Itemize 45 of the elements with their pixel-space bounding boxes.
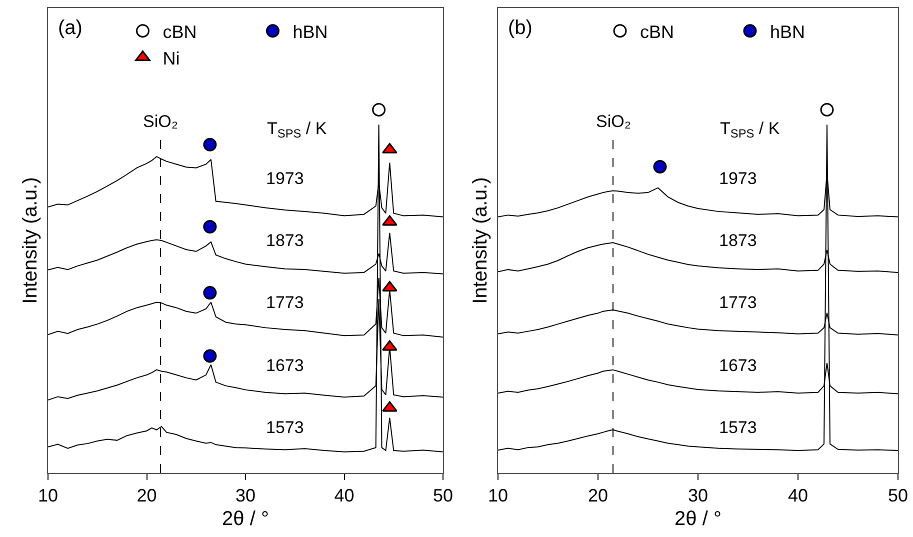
x-tick-label: 40 xyxy=(334,486,354,506)
x-tick-label: 10 xyxy=(488,486,508,506)
annotation: 1973 xyxy=(266,169,304,188)
y-axis-title: Intensity (a.u.) xyxy=(20,177,42,304)
annotation: 1573 xyxy=(266,418,304,437)
x-tick-label: 30 xyxy=(688,486,708,506)
annotation: T$_{SPS}$ / K xyxy=(267,119,328,141)
annotation: 1773 xyxy=(719,293,757,312)
point xyxy=(382,401,398,412)
point xyxy=(382,215,398,226)
x-tick-label: 20 xyxy=(136,486,157,506)
ref-line-label: SiO₂ xyxy=(596,112,631,131)
point xyxy=(382,280,398,292)
x-axis-title: 2θ / ° xyxy=(674,508,722,530)
x-tick-label: 10 xyxy=(38,486,58,506)
x-axis-title: 2θ / ° xyxy=(222,508,269,530)
y-axis-title: Intensity (a.u.) xyxy=(470,177,492,304)
legend-label: Ni xyxy=(162,48,180,68)
annotation: 1973 xyxy=(719,169,757,188)
point xyxy=(382,142,398,154)
x-tick-label: 50 xyxy=(432,486,454,506)
annotation: 1773 xyxy=(266,293,304,312)
ref-line-label: SiO₂ xyxy=(143,112,178,131)
annotation: 1673 xyxy=(719,356,757,375)
point xyxy=(203,138,217,152)
text: (b) xyxy=(508,17,532,39)
annotation: T$_{SPS}$ / K xyxy=(720,119,780,141)
legend-label: hBN xyxy=(292,22,328,42)
annotation: 1673 xyxy=(266,356,304,375)
point xyxy=(372,102,386,116)
legend-label: cBN xyxy=(162,22,197,42)
x-tick-label: 30 xyxy=(235,486,256,506)
legend-label: hBN xyxy=(770,22,806,42)
annotation: 1573 xyxy=(719,418,757,437)
point xyxy=(203,349,217,363)
point xyxy=(203,286,217,300)
annotation: 1873 xyxy=(266,231,304,250)
legend-label: cBN xyxy=(640,22,674,42)
point xyxy=(382,340,398,351)
annotation: 1873 xyxy=(719,231,757,250)
text: (a) xyxy=(58,17,82,39)
point xyxy=(203,220,217,234)
x-tick-label: 20 xyxy=(588,486,608,506)
x-tick-label: 40 xyxy=(788,486,808,506)
x-tick-label: 50 xyxy=(888,486,908,506)
